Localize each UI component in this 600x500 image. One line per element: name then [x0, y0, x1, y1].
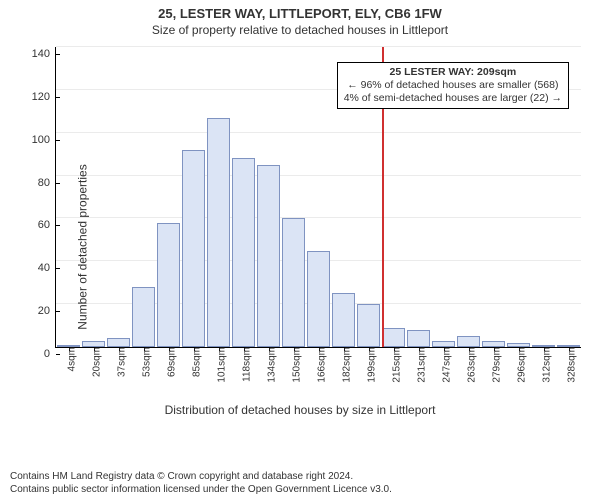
bar	[282, 218, 305, 347]
x-tick: 328sqm	[560, 347, 577, 383]
x-tick: 118sqm	[235, 347, 252, 382]
x-tick: 101sqm	[210, 347, 227, 383]
x-tick: 215sqm	[385, 347, 402, 383]
gridline	[56, 132, 581, 133]
credits: Contains HM Land Registry data © Crown c…	[10, 471, 392, 496]
bar	[207, 118, 230, 347]
x-axis-label: Distribution of detached houses by size …	[0, 403, 600, 417]
bar	[357, 304, 380, 347]
x-tick: 20sqm	[85, 347, 102, 377]
x-tick: 150sqm	[285, 347, 302, 383]
bar	[232, 158, 255, 347]
plot-area: 0204060801001201404sqm20sqm37sqm53sqm69s…	[55, 47, 581, 348]
y-tick: 0	[44, 348, 56, 360]
credits-line2: Contains public sector information licen…	[10, 484, 392, 497]
x-tick: 37sqm	[110, 347, 127, 377]
bar	[382, 328, 405, 347]
annotation-box: 25 LESTER WAY: 209sqm← 96% of detached h…	[337, 62, 569, 109]
x-tick: 53sqm	[135, 347, 152, 377]
x-tick: 69sqm	[160, 347, 177, 377]
bar	[132, 287, 155, 347]
x-tick: 85sqm	[185, 347, 202, 377]
y-tick: 140	[32, 48, 56, 60]
x-tick: 312sqm	[535, 347, 552, 383]
bar	[457, 336, 480, 347]
chart-wrap: Number of detached properties 0204060801…	[0, 37, 600, 457]
x-tick: 247sqm	[435, 347, 452, 383]
annotation-line: 25 LESTER WAY: 209sqm	[344, 66, 562, 79]
y-tick: 120	[32, 91, 56, 103]
bar	[182, 150, 205, 347]
gridline	[56, 175, 581, 176]
y-tick: 100	[32, 134, 56, 146]
x-tick: 263sqm	[460, 347, 477, 383]
credits-line1: Contains HM Land Registry data © Crown c…	[10, 471, 392, 484]
y-tick: 60	[38, 219, 56, 231]
gridline	[56, 217, 581, 218]
annotation-line: ← 96% of detached houses are smaller (56…	[344, 79, 562, 92]
bar	[107, 338, 130, 347]
x-tick: 134sqm	[260, 347, 277, 383]
y-tick: 40	[38, 262, 56, 274]
annotation-line: 4% of semi-detached houses are larger (2…	[344, 92, 562, 105]
y-tick: 80	[38, 177, 56, 189]
bar	[332, 293, 355, 347]
x-tick: 199sqm	[360, 347, 377, 383]
y-tick: 20	[38, 305, 56, 317]
x-tick: 166sqm	[310, 347, 327, 383]
bar	[407, 330, 430, 347]
title-sub: Size of property relative to detached ho…	[0, 23, 600, 37]
bar	[257, 165, 280, 347]
bar	[307, 251, 330, 347]
x-tick: 231sqm	[410, 347, 427, 383]
title-main: 25, LESTER WAY, LITTLEPORT, ELY, CB6 1FW	[0, 6, 600, 21]
gridline	[56, 46, 581, 47]
bar	[157, 223, 180, 347]
x-tick: 182sqm	[335, 347, 352, 383]
x-tick: 279sqm	[485, 347, 502, 383]
x-tick: 4sqm	[60, 347, 77, 371]
x-tick: 296sqm	[510, 347, 527, 383]
